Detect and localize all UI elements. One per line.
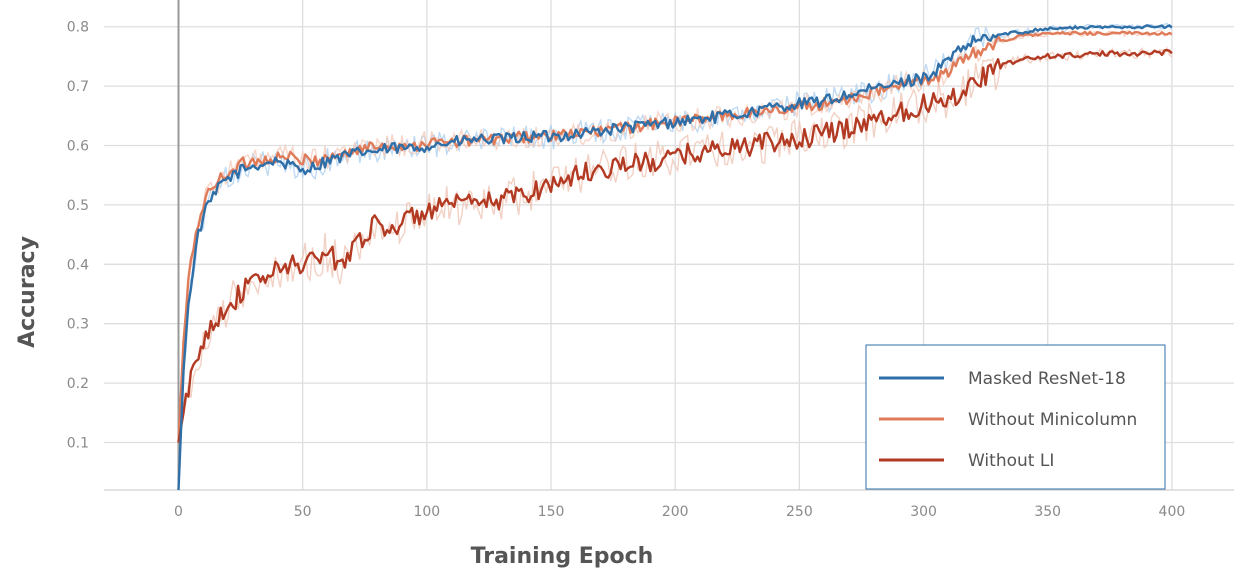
noise-band-without-li xyxy=(177,46,1173,443)
y-tick-label: 0.8 xyxy=(67,20,89,36)
legend-label-masked-resnet-18: Masked ResNet-18 xyxy=(968,369,1126,389)
y-tick-label: 0.6 xyxy=(67,139,89,155)
y-tick-label: 0.5 xyxy=(67,198,89,214)
x-tick-label: 250 xyxy=(786,504,813,520)
y-tick-label: 0.7 xyxy=(67,79,89,95)
x-tick-label: 350 xyxy=(1034,504,1061,520)
y-axis-title: Accuracy xyxy=(15,236,40,348)
y-tick-label: 0.1 xyxy=(67,435,89,451)
legend: Masked ResNet-18 Without Minicolumn With… xyxy=(865,344,1166,490)
series-lines xyxy=(177,24,1173,491)
y-tick-label: 0.4 xyxy=(67,257,89,273)
legend-label-without-minicolumn: Without Minicolumn xyxy=(968,410,1137,430)
series-line-without-li xyxy=(177,48,1173,443)
legend-label-without-li: Without LI xyxy=(968,451,1054,471)
tick-labels: 0.1 0.2 0.3 0.4 0.5 0.6 0.7 0.8 0 50 100 150 200 250 3… xyxy=(67,20,1186,520)
series-line-masked-resnet-18 xyxy=(177,24,1173,491)
y-tick-label: 0.2 xyxy=(67,376,89,392)
x-tick-label: 150 xyxy=(538,504,565,520)
x-axis-title: Training Epoch xyxy=(471,544,654,569)
x-tick-label: 300 xyxy=(910,504,937,520)
x-tick-label: 200 xyxy=(662,504,689,520)
axes xyxy=(104,0,1234,491)
x-tick-label: 100 xyxy=(413,504,440,520)
y-tick-label: 0.3 xyxy=(67,317,89,333)
x-tick-label: 50 xyxy=(294,504,312,520)
legend-frame xyxy=(865,344,1166,490)
x-tick-label: 400 xyxy=(1159,504,1186,520)
x-tick-label: 0 xyxy=(174,504,183,520)
